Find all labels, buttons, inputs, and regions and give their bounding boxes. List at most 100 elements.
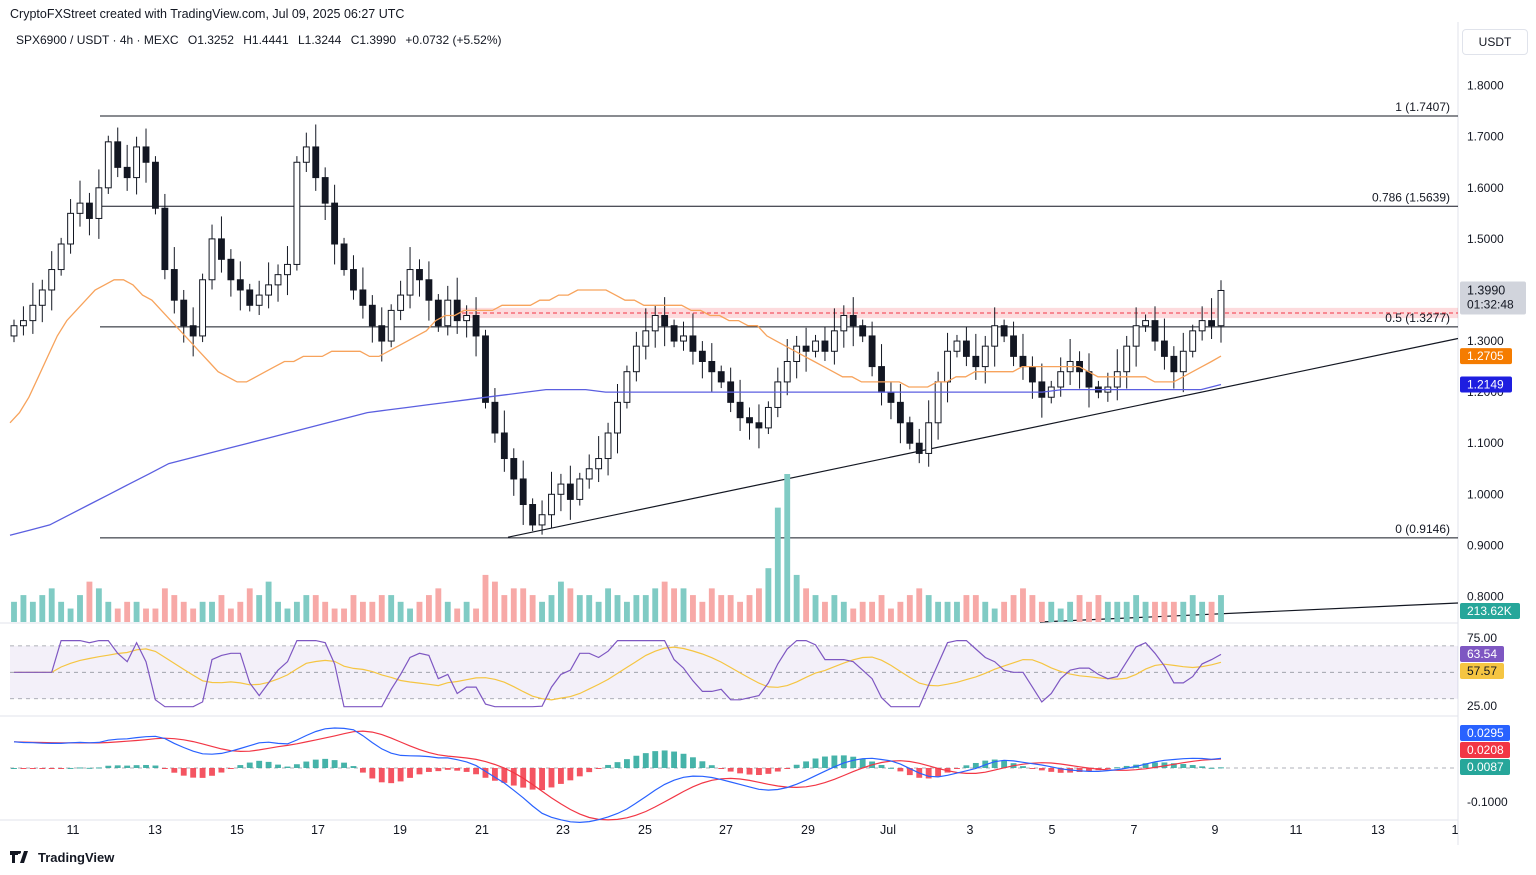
macd-histogram-bar — [237, 765, 244, 768]
macd-histogram-bar — [331, 760, 338, 768]
time-axis-tick: 1 — [1452, 823, 1459, 837]
macd-histogram-bar — [444, 768, 451, 770]
macd-histogram-bar — [152, 765, 159, 768]
macd-histogram-bar — [954, 768, 960, 769]
volume-bar — [29, 601, 36, 622]
volume-bar — [840, 601, 847, 622]
macd-histogram-bar — [369, 768, 376, 779]
candle-body — [48, 269, 56, 291]
macd-histogram-bar — [491, 768, 498, 781]
volume-bar — [642, 595, 649, 622]
candle-body — [76, 202, 84, 214]
ascending-trendline — [507, 337, 1459, 538]
volume-bar — [1114, 601, 1121, 622]
time-axis-tick: 15 — [230, 823, 244, 837]
candle-body — [180, 299, 188, 327]
volume-bar — [463, 601, 470, 622]
macd-histogram-bar — [180, 768, 187, 776]
macd-histogram-bar — [284, 766, 291, 768]
chart-canvas[interactable]: 1.80001.70001.60001.50001.40001.30001.20… — [0, 0, 1536, 845]
macd-histogram-bar — [1104, 768, 1111, 769]
macd-histogram-bar — [548, 768, 555, 788]
rsi-ma-value-box — [1460, 663, 1504, 679]
macd-histogram-bar — [850, 756, 857, 768]
volume-bar — [1038, 601, 1045, 622]
volume-bar — [293, 601, 300, 622]
volume-bar — [180, 601, 187, 622]
volume-bar — [124, 601, 131, 622]
volume-bar — [671, 588, 678, 622]
volume-bar — [11, 601, 17, 622]
volume-bar — [454, 608, 461, 622]
candle-body — [821, 340, 829, 352]
candle-body — [878, 366, 885, 393]
volume-bar — [133, 601, 140, 622]
signal-value-label: 0.0208 — [1467, 743, 1504, 757]
candle-body — [915, 442, 923, 454]
candle-body — [529, 504, 537, 526]
macd-histogram-bar — [1189, 765, 1196, 768]
rsi-ma-line — [14, 646, 1222, 701]
volume-bar — [595, 601, 602, 622]
volume-bar — [859, 601, 866, 622]
candle-body — [453, 299, 461, 322]
tradingview-branding[interactable]: TradingView — [10, 850, 114, 865]
candle-body — [632, 345, 640, 373]
candle-body — [104, 141, 112, 189]
candle-body — [472, 315, 480, 337]
macd-histogram-bar — [529, 768, 536, 790]
macd-histogram-bar — [171, 768, 178, 773]
macd-histogram-bar — [482, 768, 489, 778]
ema50-line — [9, 279, 1222, 424]
volume-bar — [256, 595, 263, 622]
volume-bar — [48, 588, 55, 622]
macd-histogram-bar — [1038, 768, 1045, 771]
candle-body — [557, 483, 565, 495]
candle-body — [944, 350, 951, 383]
volume-bar — [897, 601, 904, 622]
candle-body — [265, 284, 273, 296]
volume-bar — [105, 601, 112, 622]
volume-bar — [303, 595, 310, 622]
macd-histogram-bar — [416, 768, 423, 775]
candle-body — [849, 315, 857, 327]
time-axis-tick: 25 — [638, 823, 652, 837]
macd-histogram-bar — [133, 765, 140, 768]
rsi-ma-value-label: 57.57 — [1467, 664, 1497, 678]
volume-bar — [548, 595, 555, 622]
histogram-value-box — [1460, 759, 1510, 775]
time-axis-tick: 13 — [148, 823, 162, 837]
macd-histogram-bar — [86, 767, 93, 769]
symbol-name[interactable]: SPX6900 / USDT · 4h · MEXC — [16, 33, 179, 47]
candle-body — [350, 269, 357, 291]
candle-body — [1198, 320, 1206, 332]
macd-histogram-bar — [1123, 765, 1130, 768]
macd-histogram-bar — [737, 768, 744, 774]
macd-histogram-bar — [906, 768, 913, 776]
candle-body — [208, 238, 216, 281]
volume-bar — [539, 601, 545, 622]
currency-selector[interactable]: USDT — [1462, 29, 1528, 55]
volume-bar — [1104, 601, 1111, 622]
macd-histogram-bar — [359, 768, 366, 773]
macd-histogram-bar — [435, 768, 442, 772]
signal-value-box — [1460, 742, 1510, 758]
macd-histogram-bar — [1057, 768, 1064, 773]
macd-histogram-bar — [699, 761, 706, 768]
ohlc-high: H1.4441 — [243, 33, 289, 47]
candle-body — [651, 315, 659, 332]
volume-bar — [416, 601, 423, 622]
macd-histogram-bar — [29, 768, 36, 769]
candle-body — [906, 422, 914, 444]
macd-histogram-bar — [58, 768, 65, 769]
volume-bar — [1010, 595, 1017, 622]
volume-bar — [784, 474, 791, 622]
volume-bar — [576, 595, 583, 622]
volume-bar — [878, 595, 885, 622]
macd-histogram-bar — [586, 768, 593, 773]
macd-histogram-bar — [803, 761, 810, 768]
candle-body — [321, 177, 329, 204]
macd-histogram-bar — [256, 760, 263, 768]
volume-bar — [661, 581, 668, 622]
volume-bar — [510, 588, 517, 622]
